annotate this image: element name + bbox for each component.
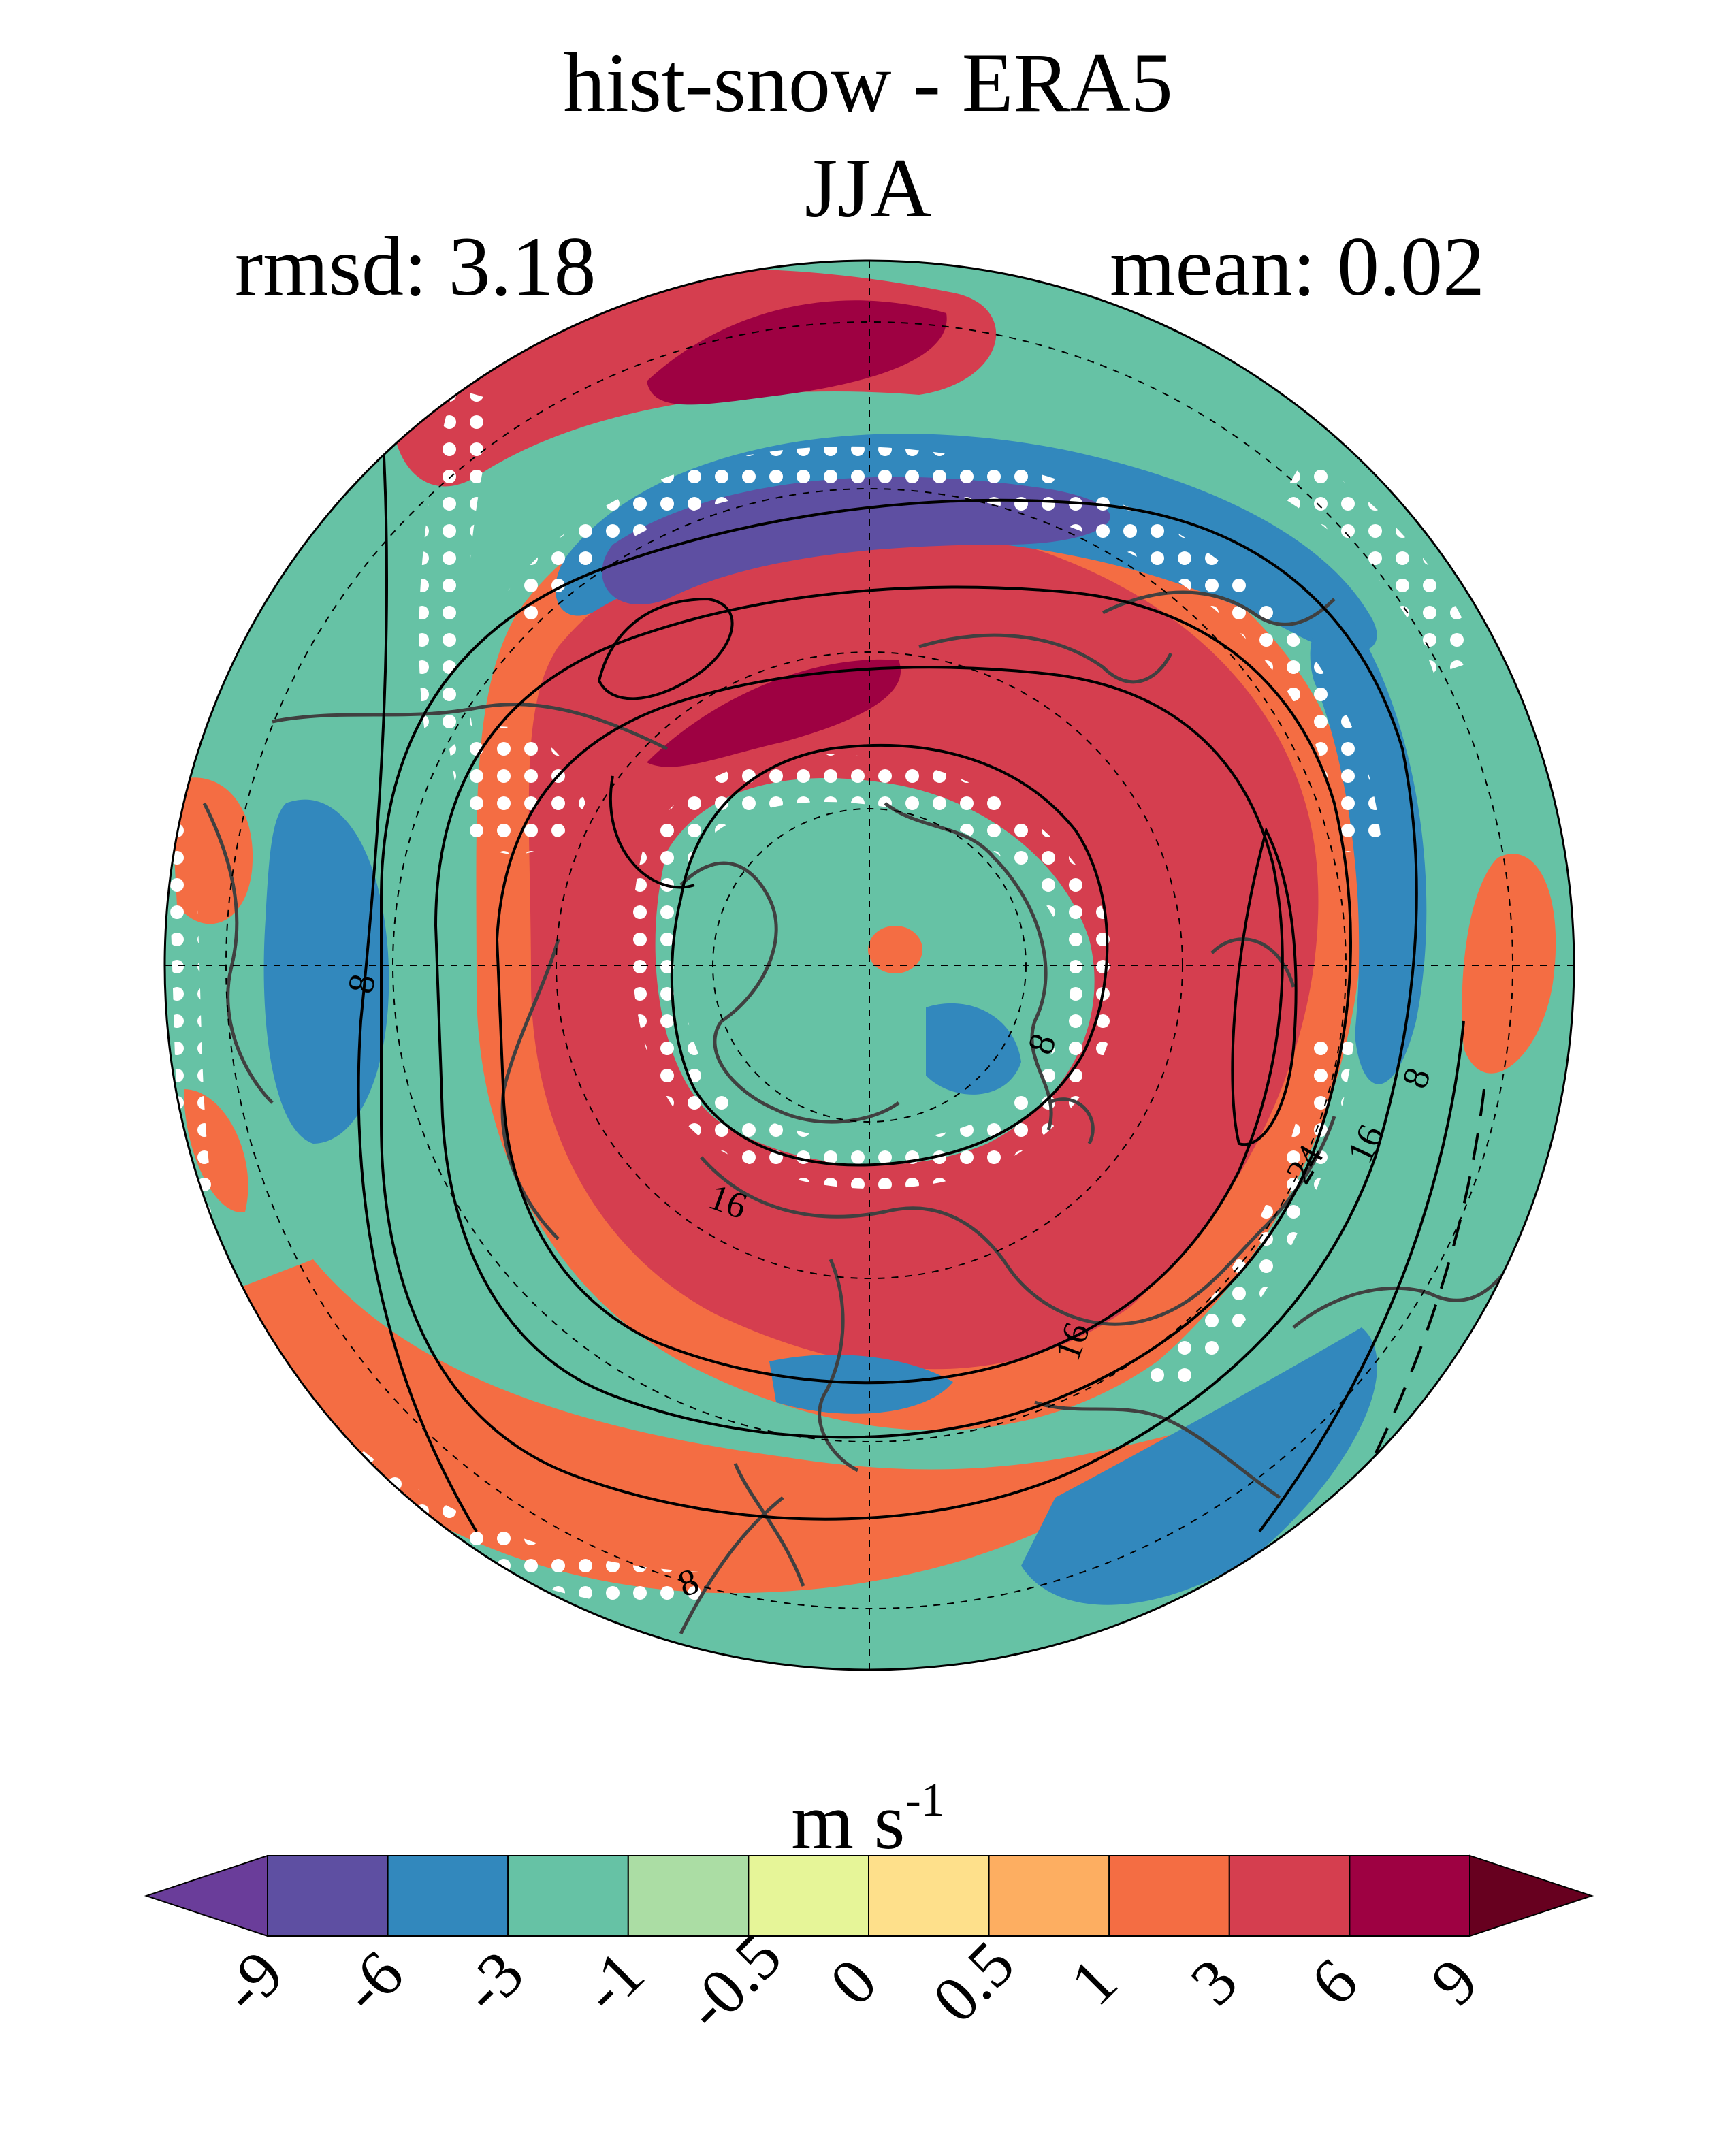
season-label: JJA: [804, 142, 932, 235]
colorbar-swatch: [1228, 1855, 1351, 1937]
colorbar-swatch: [868, 1855, 990, 1937]
colorbar-swatch: [627, 1855, 750, 1937]
map-boundary: [163, 259, 1575, 1671]
coastlines: [202, 590, 1520, 1635]
colorbar-over-triangle: [1469, 1854, 1594, 1937]
colorbar-under-triangle: [144, 1854, 268, 1937]
colorbar-tick-label: -1: [568, 1937, 658, 2027]
colorbar-swatch: [507, 1855, 629, 1937]
colorbar: -9 -6 -3 -1 -0.5 0 0.5 1 3 6 9: [144, 1854, 1594, 2044]
colorbar-tick-label: -6: [327, 1937, 417, 2027]
colorbar-swatch: [1108, 1855, 1230, 1937]
figure-title: hist-snow - ERA5: [563, 36, 1173, 129]
colorbar-tick-label: 9: [1417, 1944, 1492, 2019]
colorbar-swatch: [1349, 1855, 1471, 1937]
climatology-contours: [357, 408, 1485, 1601]
anomaly-field: 8 8 8 16 16 16 24 8: [165, 261, 1574, 1670]
units-base: m s: [791, 1777, 905, 1866]
colorbar-swatch: [387, 1855, 509, 1937]
colorbar-tick-label: -0.5: [671, 1919, 795, 2044]
units-exponent: -1: [905, 1774, 945, 1826]
colorbar-tick-label: 0.5: [918, 1927, 1028, 2037]
colorbar-tick-label: 0: [816, 1944, 890, 2019]
colorbar-swatch: [267, 1855, 389, 1937]
colorbar-tick-label: 6: [1297, 1944, 1372, 2019]
colorbar-tick-label: 3: [1176, 1944, 1251, 2019]
colorbar-tick-label: 1: [1056, 1944, 1131, 2019]
colorbar-tick-label: -9: [207, 1937, 297, 2027]
colorbar-swatch: [748, 1855, 870, 1937]
colorbar-swatch: [988, 1855, 1110, 1937]
colorbar-units: m s-1: [0, 1777, 1736, 1862]
rmsd-label: rmsd: 3.18: [235, 220, 596, 313]
mean-label: mean: 0.02: [1110, 220, 1485, 313]
colorbar-tick-label: -3: [447, 1937, 537, 2027]
graticule: [165, 261, 1574, 1670]
